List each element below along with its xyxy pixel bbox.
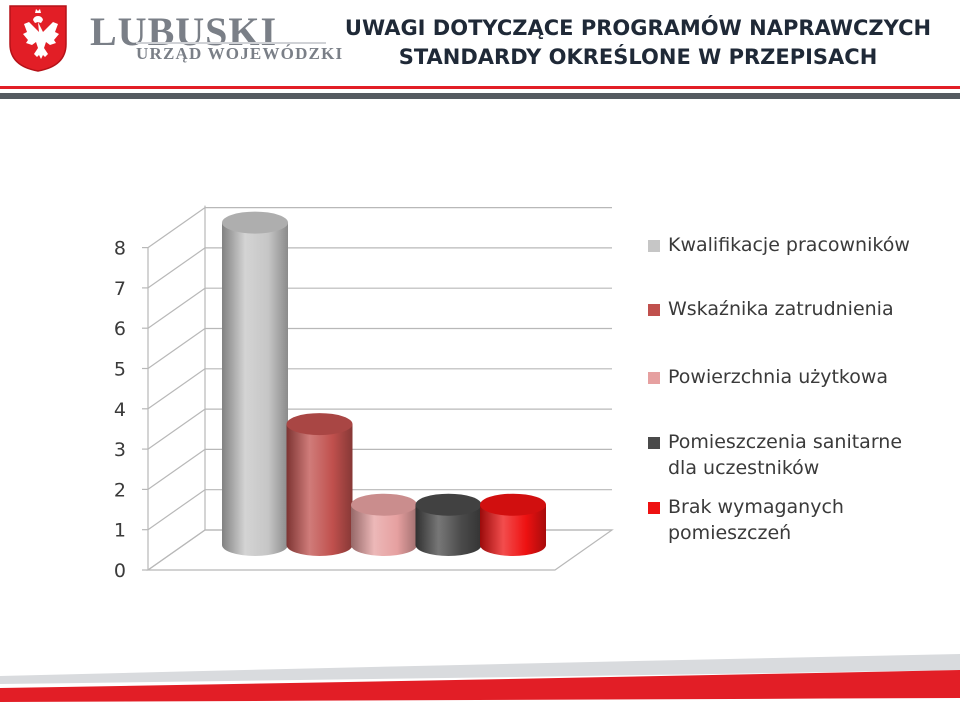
- bar-body: [286, 424, 353, 556]
- eagle-crest-icon: [9, 5, 67, 72]
- legend-swatch: [648, 240, 660, 252]
- bar-top: [222, 211, 288, 234]
- slide-header: LUBUSKI URZĄD WOJEWÓDZKI UWAGI DOTYCZĄCE…: [0, 0, 960, 100]
- legend-item: Wskaźnika zatrudnienia: [648, 296, 918, 322]
- header-red-rule: [0, 86, 960, 89]
- gridline-side: [147, 287, 206, 329]
- bar-top: [480, 493, 546, 516]
- slide-title: UWAGI DOTYCZĄCE PROGRAMÓW NAPRAWCZYCH ST…: [318, 14, 958, 72]
- gridline-side: [147, 368, 206, 410]
- gridline-side: [147, 529, 206, 571]
- legend-item: Brak wymaganych pomieszczeń: [648, 494, 918, 546]
- y-tick-label: 1: [114, 520, 126, 542]
- gridline-side: [147, 448, 206, 490]
- y-tick-label: 7: [114, 278, 126, 300]
- gridline-side: [147, 489, 206, 531]
- bar-top: [286, 413, 353, 436]
- bar-body: [415, 504, 482, 556]
- y-axis-ticks: 0 1 2 3 4 5 6 7 8: [114, 238, 126, 582]
- bar-4: [415, 493, 482, 556]
- legend-label: Pomieszczenia sanitarne dla uczestników: [668, 431, 903, 479]
- bar-2: [286, 413, 353, 556]
- y-tick-label: 2: [114, 479, 126, 501]
- bar-3: [351, 493, 417, 556]
- legend-swatch: [648, 502, 660, 514]
- gridline-side: [147, 408, 206, 450]
- gridline-side: [147, 328, 206, 369]
- legend-item: Kwalifikacje pracowników: [648, 232, 918, 258]
- header-gray-rule: [0, 93, 960, 99]
- slide-title-line-2: STANDARDY OKREŚLONE W PRZEPISACH: [398, 45, 878, 69]
- logo-separator: [136, 42, 326, 44]
- legend-swatch: [648, 437, 660, 449]
- legend-label: Wskaźnika zatrudnienia: [668, 298, 894, 320]
- y-tick-label: 5: [114, 359, 126, 381]
- y-tick-label: 0: [114, 560, 126, 582]
- bar-5: [480, 493, 546, 556]
- y-tick-label: 4: [114, 399, 126, 421]
- logo-title: LUBUSKI: [90, 9, 278, 54]
- legend-item: Powierzchnia użytkowa: [648, 364, 918, 390]
- slide-title-line-1: UWAGI DOTYCZĄCE PROGRAMÓW NAPRAWCZYCH: [344, 16, 932, 40]
- bar-body: [222, 222, 288, 556]
- legend-item: Pomieszczenia sanitarne dla uczestników: [648, 429, 918, 481]
- bar-top: [351, 493, 417, 516]
- bar-1: [222, 211, 288, 556]
- legend-swatch: [648, 304, 660, 316]
- footer-swoosh: [0, 654, 960, 712]
- gridline-side: [147, 207, 206, 249]
- legend-label: Powierzchnia użytkowa: [668, 366, 889, 388]
- bar-body: [351, 504, 417, 556]
- logo-subtitle: URZĄD WOJEWÓDZKI: [136, 44, 344, 63]
- y-tick-label: 3: [114, 439, 126, 461]
- chart-bars: [222, 211, 546, 556]
- y-tick-label: 6: [114, 318, 126, 340]
- legend-label: Brak wymaganych pomieszczeń: [668, 496, 844, 544]
- gridline-side: [147, 247, 206, 289]
- legend-label: Kwalifikacje pracowników: [668, 234, 910, 256]
- bar-top: [415, 493, 482, 516]
- y-tick-label: 8: [114, 238, 126, 260]
- legend-swatch: [648, 372, 660, 384]
- bar-body: [480, 504, 546, 556]
